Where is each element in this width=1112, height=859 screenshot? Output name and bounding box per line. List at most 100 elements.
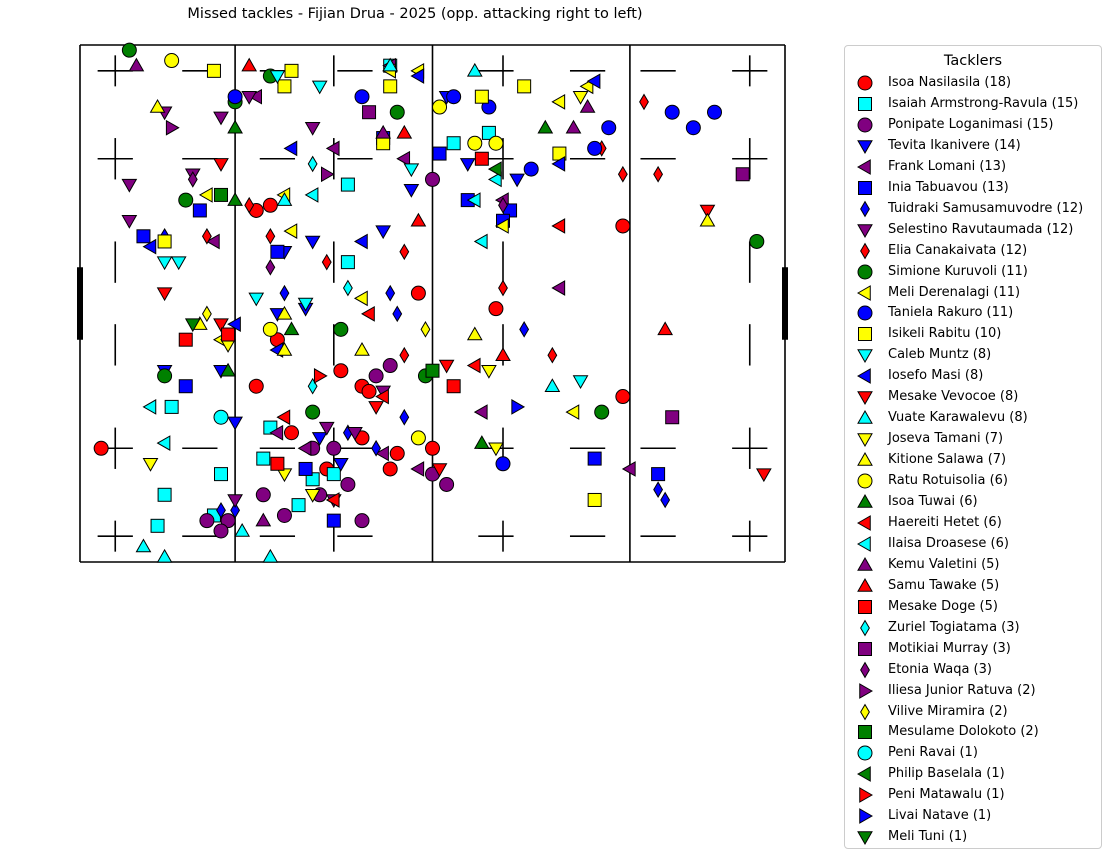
data-point <box>396 150 411 167</box>
data-point <box>368 401 384 415</box>
data-point <box>459 158 476 172</box>
data-point <box>178 332 193 347</box>
data-point <box>279 284 290 302</box>
data-point <box>157 234 172 249</box>
data-point <box>321 166 335 183</box>
series-32 <box>213 409 229 425</box>
legend-item: Iliesa Junior Ratuva (2) <box>845 681 1101 702</box>
series-11 <box>227 89 722 472</box>
data-point <box>572 375 589 390</box>
legend-label: Simione Kuruvoli (11) <box>888 263 1028 279</box>
data-point <box>466 357 481 374</box>
legend-marker-icon <box>857 493 873 508</box>
legend-item: Tevita Ikanivere (14) <box>845 136 1101 157</box>
series-31 <box>214 187 440 378</box>
legend-label: Peni Matawalu (1) <box>888 787 1005 803</box>
data-point <box>347 427 363 441</box>
data-point <box>192 203 207 218</box>
legend-item: Mesake Vevocoe (8) <box>845 387 1101 408</box>
legend-item: Tuidraki Samusamuvodre (12) <box>845 199 1101 220</box>
data-point <box>262 321 278 337</box>
legend-item: Meli Tuni (1) <box>845 827 1101 848</box>
series-17 <box>142 90 589 503</box>
legend-marker-icon <box>860 619 870 637</box>
series-3 <box>156 90 525 472</box>
legend-marker-icon <box>857 473 873 489</box>
data-point <box>487 161 502 177</box>
data-point <box>157 487 172 502</box>
data-point <box>121 42 137 58</box>
data-point <box>198 187 213 203</box>
data-point <box>284 425 299 441</box>
data-point <box>473 233 488 250</box>
legend-marker-icon <box>858 725 872 740</box>
legend-label: Inia Tabuavou (13) <box>888 179 1009 195</box>
data-point <box>551 156 566 172</box>
data-point <box>227 89 243 105</box>
data-point <box>382 57 399 72</box>
data-point <box>375 388 389 405</box>
series-30 <box>201 305 431 338</box>
data-point <box>121 215 138 229</box>
legend-item: Meli Derenalagi (11) <box>845 283 1101 304</box>
data-point <box>248 292 265 307</box>
data-point <box>201 227 212 245</box>
legend-marker-icon <box>860 661 870 678</box>
data-point <box>305 472 320 487</box>
data-point <box>206 63 221 78</box>
data-point <box>665 410 680 425</box>
data-point <box>487 171 502 188</box>
legend-title: Tacklers <box>943 53 1003 69</box>
data-point <box>213 523 229 539</box>
legend-item: Vuate Karawalevu (8) <box>845 408 1101 429</box>
data-point <box>164 399 179 414</box>
legend-label: Iosefo Masi (8) <box>888 368 984 384</box>
legend-marker-icon <box>860 242 870 259</box>
legend-item: Isikeli Rabitu (10) <box>845 324 1101 345</box>
data-point <box>298 461 313 476</box>
data-point <box>362 105 377 120</box>
legend-item: Mesake Doge (5) <box>845 597 1101 618</box>
legend-marker-icon <box>859 682 874 699</box>
data-point <box>495 347 511 361</box>
legend-item: Joseva Tamani (7) <box>845 429 1101 450</box>
data-point <box>749 233 765 249</box>
markers <box>93 42 772 563</box>
data-point <box>142 238 157 255</box>
data-point <box>269 70 286 85</box>
data-point <box>333 363 349 379</box>
series-36 <box>184 318 201 333</box>
data-point <box>572 90 589 105</box>
data-point <box>318 421 335 436</box>
data-point <box>142 458 159 472</box>
data-point <box>135 538 152 553</box>
data-point <box>353 290 368 307</box>
data-point <box>653 481 664 498</box>
legend-label: Kitione Salawa (7) <box>888 452 1007 468</box>
data-point <box>184 318 201 333</box>
data-point <box>375 225 392 240</box>
data-point <box>361 305 375 322</box>
data-point <box>396 124 413 139</box>
data-point <box>276 507 292 523</box>
data-point <box>473 435 490 449</box>
data-point <box>333 321 349 337</box>
data-point <box>256 451 271 466</box>
data-point <box>494 218 509 234</box>
data-point <box>495 456 511 472</box>
legend-item: Kitione Salawa (7) <box>845 450 1101 471</box>
legend-item: Inia Tabuavou (13) <box>845 178 1101 199</box>
legend-marker-icon <box>857 556 873 571</box>
data-point <box>297 440 312 457</box>
data-point <box>565 119 582 134</box>
legend-item: Isoa Nasilasila (18) <box>845 73 1101 94</box>
legend-marker-icon <box>857 433 873 448</box>
series-24 <box>241 57 674 361</box>
data-point <box>178 379 193 394</box>
legend-marker-icon <box>857 349 873 364</box>
legend-marker-icon <box>858 641 872 656</box>
data-point <box>342 279 353 297</box>
data-point <box>340 177 355 192</box>
data-point <box>269 424 284 441</box>
